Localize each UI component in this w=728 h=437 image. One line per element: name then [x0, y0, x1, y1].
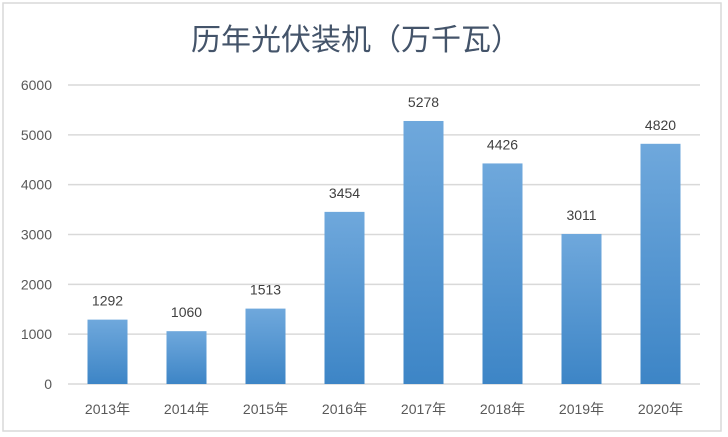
- x-tick-label: 2014年: [164, 401, 209, 417]
- y-tick-label: 0: [44, 376, 52, 392]
- data-label: 5278: [408, 94, 439, 110]
- data-label: 1513: [250, 282, 281, 298]
- y-tick-label: 2000: [21, 276, 52, 292]
- bar-2019年: [561, 233, 602, 384]
- data-label: 1292: [92, 293, 123, 309]
- bar-2016年: [324, 211, 365, 384]
- bar-2013年: [87, 319, 128, 384]
- chart-title: 历年光伏装机（万千瓦）: [191, 23, 521, 58]
- x-tick-label: 2018年: [480, 401, 525, 417]
- y-tick-label: 1000: [21, 326, 52, 342]
- data-label: 3011: [566, 207, 596, 223]
- bar-2014年: [166, 331, 207, 384]
- x-tick-label: 2019年: [559, 401, 604, 417]
- data-label: 3454: [329, 185, 360, 201]
- bar-2017年: [403, 120, 444, 384]
- bar-2015年: [245, 308, 286, 384]
- data-label: 4820: [645, 117, 676, 133]
- y-tick-label: 5000: [21, 127, 52, 143]
- y-tick-label: 3000: [21, 227, 52, 243]
- y-tick-label: 6000: [21, 77, 52, 93]
- y-tick-label: 4000: [21, 177, 52, 193]
- x-tick-label: 2015年: [243, 401, 288, 417]
- x-tick-label: 2013年: [85, 401, 130, 417]
- bar-2020年: [640, 143, 681, 384]
- x-tick-label: 2017年: [401, 401, 446, 417]
- bar-2018年: [482, 163, 523, 384]
- x-tick-label: 2016年: [322, 401, 367, 417]
- x-tick-label: 2020年: [638, 401, 683, 417]
- data-label: 1060: [171, 304, 202, 320]
- data-label: 4426: [487, 136, 518, 152]
